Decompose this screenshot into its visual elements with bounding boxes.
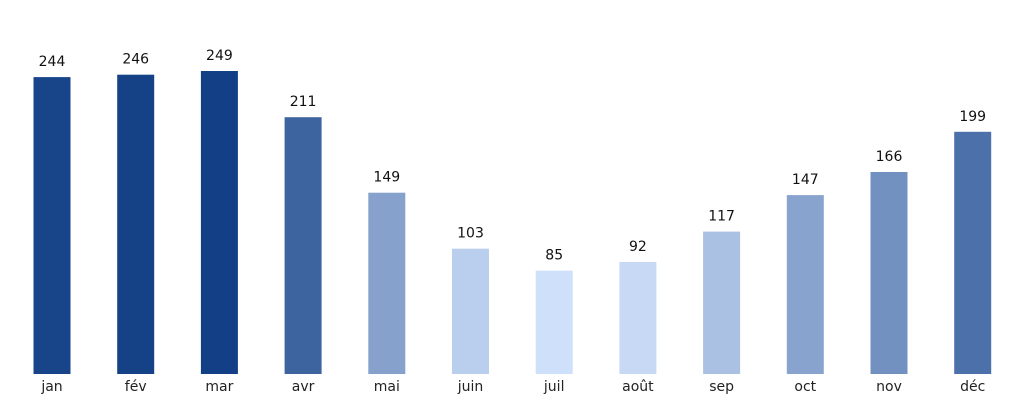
x-tick-label-avr: avr xyxy=(292,379,315,395)
value-labels-group: 244 246 249 211 149 103 85 92 117 147 166 199 xyxy=(39,48,986,264)
x-tick-label-mai: mai xyxy=(374,379,400,395)
bar-fév xyxy=(117,74,155,374)
value-label-juin: 103 xyxy=(457,226,484,242)
value-label-oct: 147 xyxy=(792,172,819,188)
value-label-fév: 246 xyxy=(122,52,149,68)
value-label-mai: 149 xyxy=(373,170,400,186)
x-tick-label-sep: sep xyxy=(709,379,734,395)
x-tick-label-fév: fév xyxy=(125,379,147,395)
x-tick-label-oct: oct xyxy=(794,379,816,395)
value-label-mar: 249 xyxy=(206,48,233,64)
value-label-juil: 85 xyxy=(545,248,563,264)
bar-mai xyxy=(368,192,406,374)
bar-oct xyxy=(786,195,824,374)
bar-avr xyxy=(284,117,322,374)
bar-juin xyxy=(452,248,489,374)
bar-jan xyxy=(33,77,71,374)
bar-août xyxy=(619,262,657,374)
x-tick-label-juil: juil xyxy=(543,379,565,395)
value-label-avr: 211 xyxy=(290,94,317,110)
value-label-nov: 166 xyxy=(876,149,903,165)
x-tick-label-juin: juin xyxy=(457,379,484,395)
x-tick-label-août: août xyxy=(622,379,654,395)
x-tick-label-déc: déc xyxy=(960,379,985,395)
bar-mar xyxy=(200,71,238,374)
bar-nov xyxy=(870,172,908,374)
x-tick-label-nov: nov xyxy=(876,379,902,395)
value-label-jan: 244 xyxy=(39,54,66,70)
bars-group xyxy=(33,71,992,374)
bar-déc xyxy=(954,131,992,374)
x-tick-labels-group: jan fév mar avr mai juin juil août sep oct nov déc xyxy=(40,379,985,395)
value-label-sep: 117 xyxy=(708,209,735,225)
value-label-déc: 199 xyxy=(959,109,986,125)
value-label-août: 92 xyxy=(629,239,647,255)
bar-juil xyxy=(535,270,573,374)
x-tick-label-jan: jan xyxy=(40,379,62,395)
bar-sep xyxy=(703,231,741,374)
x-tick-label-mar: mar xyxy=(205,379,233,395)
